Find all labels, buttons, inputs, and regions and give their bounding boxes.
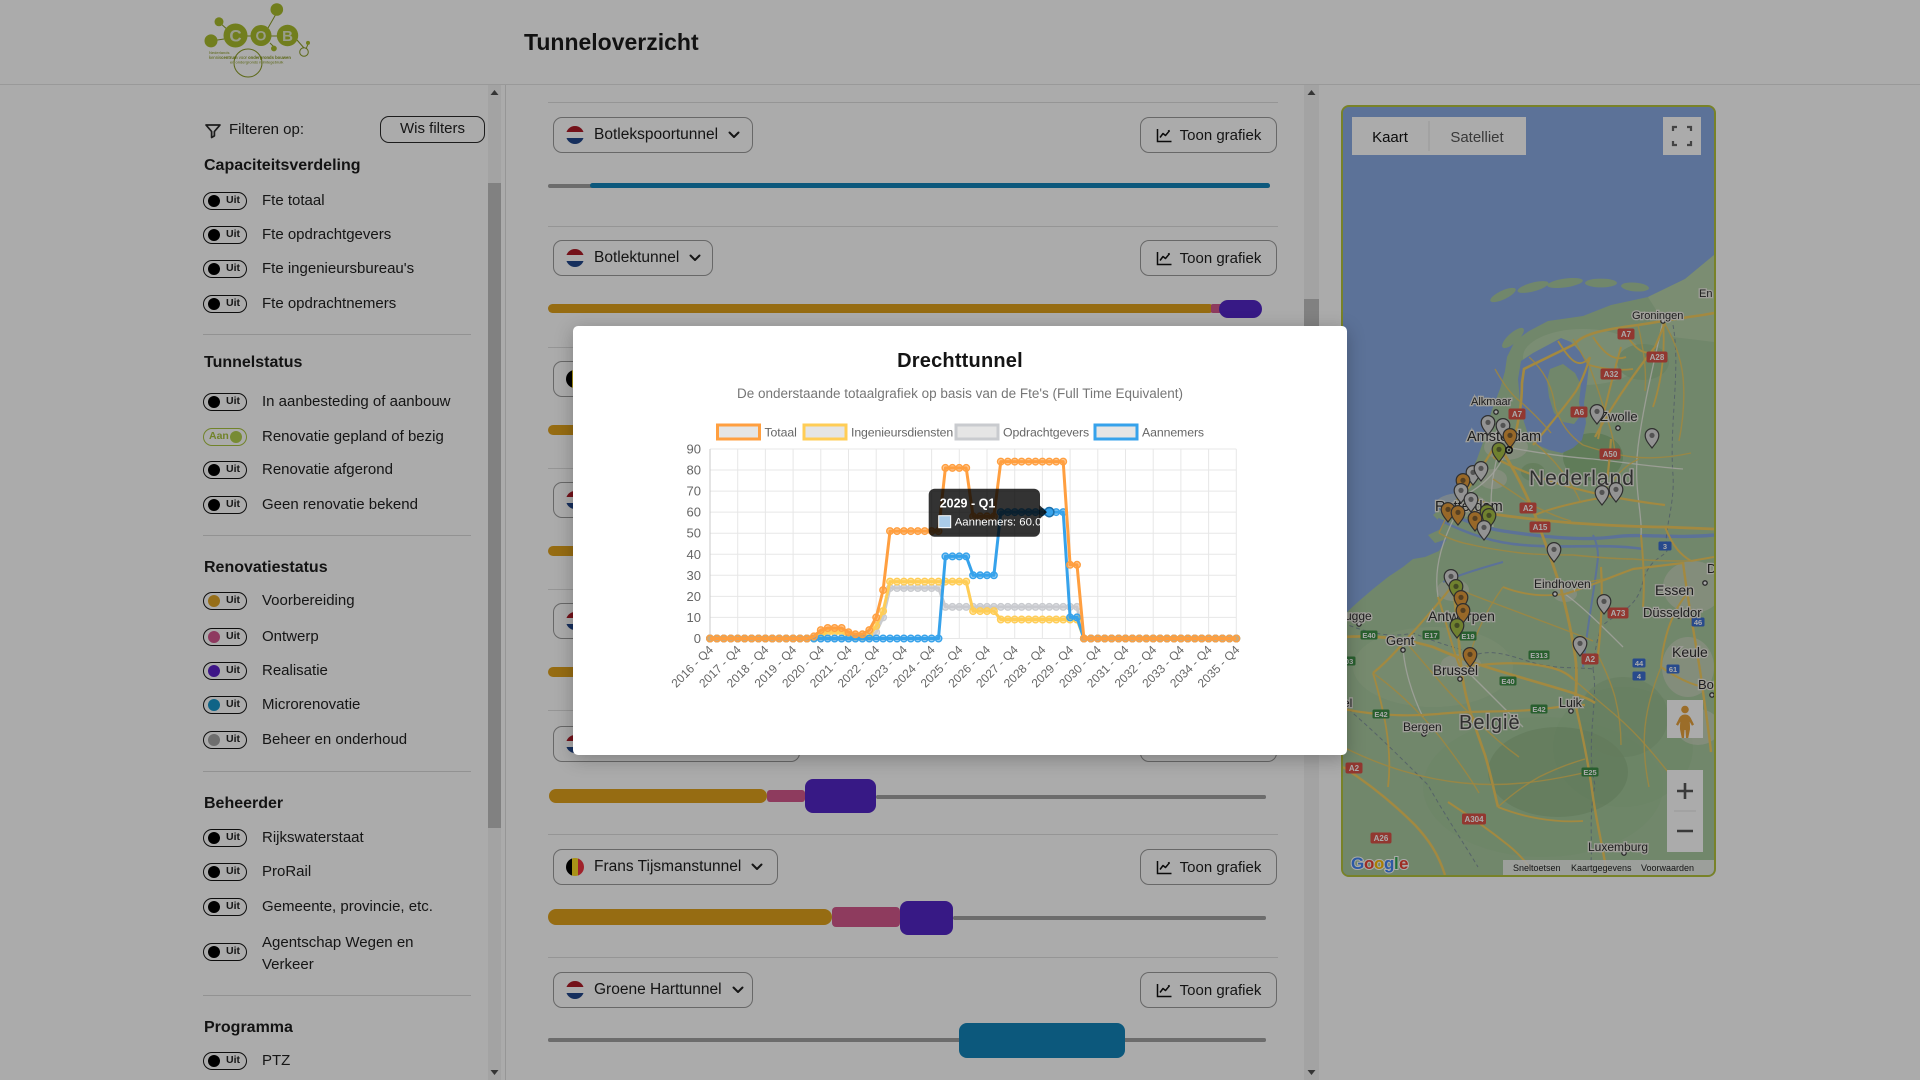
svg-text:44: 44 (1635, 659, 1644, 668)
svg-text:Essen: Essen (1655, 582, 1694, 598)
svg-text:Ingenieursdiensten: Ingenieursdiensten (851, 426, 953, 440)
svg-text:61: 61 (1669, 665, 1677, 674)
svg-text:Satelliet: Satelliet (1450, 129, 1504, 146)
svg-text:Aannemers: Aannemers (1142, 426, 1204, 440)
svg-text:50: 50 (687, 526, 701, 541)
svg-text:3: 3 (1663, 542, 1667, 551)
svg-text:A2: A2 (1585, 655, 1596, 664)
svg-text:4: 4 (1637, 672, 1642, 681)
svg-text:o: o (1374, 854, 1384, 873)
svg-text:A7: A7 (1621, 330, 1632, 339)
svg-text:e: e (1399, 854, 1408, 873)
svg-text:60: 60 (687, 505, 701, 520)
svg-text:E42: E42 (1374, 710, 1387, 719)
svg-text:90: 90 (687, 442, 701, 457)
svg-text:rugge: rugge (1343, 609, 1372, 623)
svg-text:10: 10 (687, 610, 701, 625)
svg-text:70: 70 (687, 484, 701, 499)
svg-text:en ondergronds ruimtegebruik: en ondergronds ruimtegebruik (230, 60, 283, 65)
svg-text:G: G (1351, 854, 1364, 873)
svg-text:kenniscentrum voor ondergronds: kenniscentrum voor ondergronds bouwen (209, 55, 291, 60)
svg-text:0: 0 (694, 631, 701, 646)
svg-text:Brussel: Brussel (1433, 663, 1478, 678)
svg-text:A28: A28 (1650, 353, 1665, 362)
svg-text:2029 - Q1: 2029 - Q1 (940, 497, 996, 511)
svg-text:A7: A7 (1512, 410, 1523, 419)
svg-text:Opdrachtgevers: Opdrachtgevers (1003, 426, 1089, 440)
svg-text:A26: A26 (1374, 834, 1389, 843)
svg-text:A304: A304 (1464, 815, 1484, 824)
svg-text:E40: E40 (1501, 677, 1514, 686)
svg-text:E17: E17 (1424, 631, 1437, 640)
svg-text:B: B (282, 28, 293, 45)
svg-text:België: België (1459, 712, 1521, 734)
svg-text:l: l (1394, 854, 1399, 873)
svg-text:Groningen: Groningen (1632, 310, 1683, 322)
svg-text:Düsseldor: Düsseldor (1643, 605, 1702, 620)
svg-text:Eindhoven: Eindhoven (1534, 577, 1591, 591)
svg-text:20: 20 (687, 589, 701, 604)
svg-text:E42: E42 (1532, 705, 1545, 714)
svg-text:Kaart: Kaart (1372, 129, 1409, 146)
svg-text:Aannemers: 60.0: Aannemers: 60.0 (955, 517, 1042, 529)
svg-text:46: 46 (1694, 618, 1702, 627)
svg-text:D: D (1707, 561, 1714, 576)
svg-text:Nederland: Nederland (1529, 467, 1635, 490)
svg-text:el: el (1343, 696, 1352, 710)
svg-text:A50: A50 (1603, 450, 1618, 459)
svg-text:Bergen: Bergen (1403, 720, 1442, 734)
svg-text:A2: A2 (1523, 504, 1534, 513)
svg-text:Totaal: Totaal (765, 426, 797, 440)
svg-text:A6: A6 (1574, 408, 1585, 417)
svg-text:E40: E40 (1362, 631, 1375, 640)
svg-text:Kaartgegevens: Kaartgegevens (1571, 863, 1632, 873)
svg-text:E25: E25 (1583, 768, 1596, 777)
svg-text:Voorwaarden: Voorwaarden (1641, 863, 1694, 873)
svg-text:Luik: Luik (1559, 696, 1583, 710)
svg-text:Gent: Gent (1386, 633, 1415, 648)
svg-text:403: 403 (1343, 657, 1353, 666)
svg-text:A15: A15 (1533, 523, 1548, 532)
svg-text:En: En (1699, 288, 1712, 300)
svg-text:40: 40 (687, 547, 701, 562)
svg-text:Sneltoetsen: Sneltoetsen (1513, 863, 1561, 873)
svg-text:Zwolle: Zwolle (1600, 409, 1638, 424)
svg-text:30: 30 (687, 568, 701, 583)
svg-text:O: O (256, 28, 267, 44)
svg-text:E313: E313 (1530, 651, 1548, 660)
svg-text:g: g (1384, 854, 1394, 873)
svg-text:o: o (1364, 854, 1374, 873)
svg-text:80: 80 (687, 463, 701, 478)
svg-text:A32: A32 (1604, 370, 1619, 379)
svg-text:Keule: Keule (1672, 644, 1708, 660)
svg-text:Luxemburg: Luxemburg (1588, 840, 1648, 854)
svg-text:A2: A2 (1349, 764, 1360, 773)
svg-text:Nederlands: Nederlands (209, 50, 229, 55)
svg-text:C: C (229, 27, 241, 46)
svg-text:Alkmaar: Alkmaar (1471, 396, 1512, 408)
svg-text:Bor: Bor (1698, 677, 1714, 692)
svg-text:A73: A73 (1611, 609, 1626, 618)
svg-text:E19: E19 (1461, 632, 1474, 641)
